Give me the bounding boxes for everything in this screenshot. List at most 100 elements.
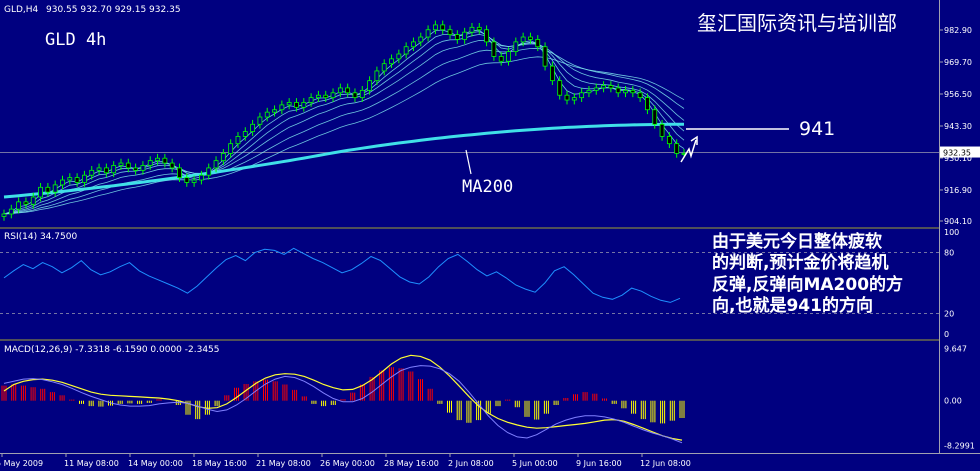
candle-body xyxy=(191,179,197,183)
candle-body xyxy=(220,152,226,162)
moving-average-line xyxy=(3,39,685,215)
moving-average-line xyxy=(3,31,685,215)
candle-body xyxy=(418,36,424,43)
macd-tick-label: 9.647 xyxy=(944,345,967,354)
candle-body xyxy=(82,174,87,183)
candle-body xyxy=(396,53,402,60)
macd-signal-line xyxy=(3,365,683,444)
current-price-badge xyxy=(940,146,980,158)
candle-body xyxy=(447,29,453,36)
candle-body xyxy=(111,165,117,174)
candle-body xyxy=(257,116,263,125)
rsi-tick-label: 20 xyxy=(944,310,954,319)
candle-body xyxy=(323,94,329,99)
candle-body xyxy=(89,169,95,176)
candle-body xyxy=(67,177,73,181)
symbol-label: GLD,H4 xyxy=(4,5,39,15)
candle-body xyxy=(462,31,468,40)
rsi-label: RSI(14) 34.7500 xyxy=(4,232,77,242)
time-tick-label: 21 May 08:00 xyxy=(256,459,311,468)
moving-average-line xyxy=(3,56,685,215)
macd-tick-label: -8.2991 xyxy=(944,442,975,451)
price-series xyxy=(0,20,939,221)
candle-body xyxy=(228,143,234,154)
candle-body xyxy=(491,41,497,57)
moving-average-line xyxy=(3,33,685,215)
candle-body xyxy=(440,24,446,31)
candle-body xyxy=(498,56,504,62)
candle-body xyxy=(432,24,438,31)
candle-body xyxy=(579,92,585,99)
ohlc-readout: 930.55 932.70 929.15 932.35 xyxy=(46,5,181,15)
time-tick-label: 5 May 2009 xyxy=(0,459,43,468)
rsi-tick-label: 0 xyxy=(944,330,949,339)
candle-body xyxy=(279,104,285,111)
rsi-tick-label: 80 xyxy=(944,248,954,257)
candle-body xyxy=(308,97,314,103)
time-tick-label: 9 Jun 16:00 xyxy=(576,459,622,468)
candle-body xyxy=(1,213,7,217)
candle-body xyxy=(674,143,680,154)
time-tick-label: 14 May 00:00 xyxy=(128,459,183,468)
candle-body xyxy=(30,196,36,205)
candle-body xyxy=(337,87,343,94)
candle-body xyxy=(615,87,621,94)
time-tick-label: 12 Jun 08:00 xyxy=(640,459,691,468)
candle-body xyxy=(359,89,365,99)
comment-line: 由于美元今日整体疲软 xyxy=(712,231,882,252)
candle-body xyxy=(133,167,139,171)
ma200-line xyxy=(3,122,684,199)
candle-body xyxy=(60,179,65,186)
candle-body xyxy=(45,186,51,193)
candle-body xyxy=(301,102,307,108)
candle-body xyxy=(250,123,256,132)
candle-body xyxy=(411,41,416,48)
candle-body xyxy=(16,201,22,210)
macd-label: MACD(12,26,9) -7.3318 -6.1590 0.0000 -2.… xyxy=(4,345,220,355)
candle-body xyxy=(140,165,146,171)
candle-body xyxy=(666,136,672,145)
candle-body xyxy=(352,92,358,99)
candle-body xyxy=(96,167,102,171)
rebound-arrow xyxy=(680,139,697,163)
candle-body xyxy=(469,26,475,33)
candle-body xyxy=(367,80,372,91)
candle-body xyxy=(476,26,482,31)
candle-body xyxy=(52,184,58,193)
macd-line xyxy=(3,354,683,441)
candle-body xyxy=(659,123,665,137)
time-tick-label: 11 May 08:00 xyxy=(64,459,119,468)
candle-body xyxy=(608,85,614,89)
candle-body xyxy=(155,157,160,162)
candle-body xyxy=(564,94,570,101)
candle-body xyxy=(506,51,511,62)
price-tick-label: 943.30 xyxy=(944,122,972,131)
time-axis-panel xyxy=(0,454,980,471)
price-tick-label: 904.10 xyxy=(944,217,972,226)
candle-body xyxy=(425,29,431,38)
candle-body xyxy=(535,39,541,48)
ma200-pointer xyxy=(465,149,472,175)
candle-body xyxy=(162,157,168,164)
candle-body xyxy=(264,111,270,118)
axis-ticks: 982.90 969.70 956.50 943.30 930.10 916.90 904.… xyxy=(0,26,980,468)
candle-body xyxy=(484,29,489,43)
candle-body xyxy=(549,65,555,82)
candle-body xyxy=(184,177,190,183)
candle-body xyxy=(374,70,380,82)
candle-body xyxy=(125,162,131,169)
candle-body xyxy=(520,36,526,43)
price-tick-label: 982.90 xyxy=(944,26,972,35)
candle-body xyxy=(294,102,299,108)
candle-body xyxy=(630,89,636,94)
comment-line: 的判断,预计金价将趋机 xyxy=(712,252,888,273)
comment-box: 由于美元今日整体疲软 的判断,预计金价将趋机 反弹,反弹向MA200的方 向,也… xyxy=(712,231,903,316)
candle-body xyxy=(8,208,14,215)
candle-body xyxy=(177,167,182,179)
candle-body xyxy=(316,94,321,99)
price-tick-label: 969.70 xyxy=(944,58,972,67)
candle-body xyxy=(74,177,80,183)
candle-body xyxy=(403,46,409,55)
candle-body xyxy=(381,63,387,72)
